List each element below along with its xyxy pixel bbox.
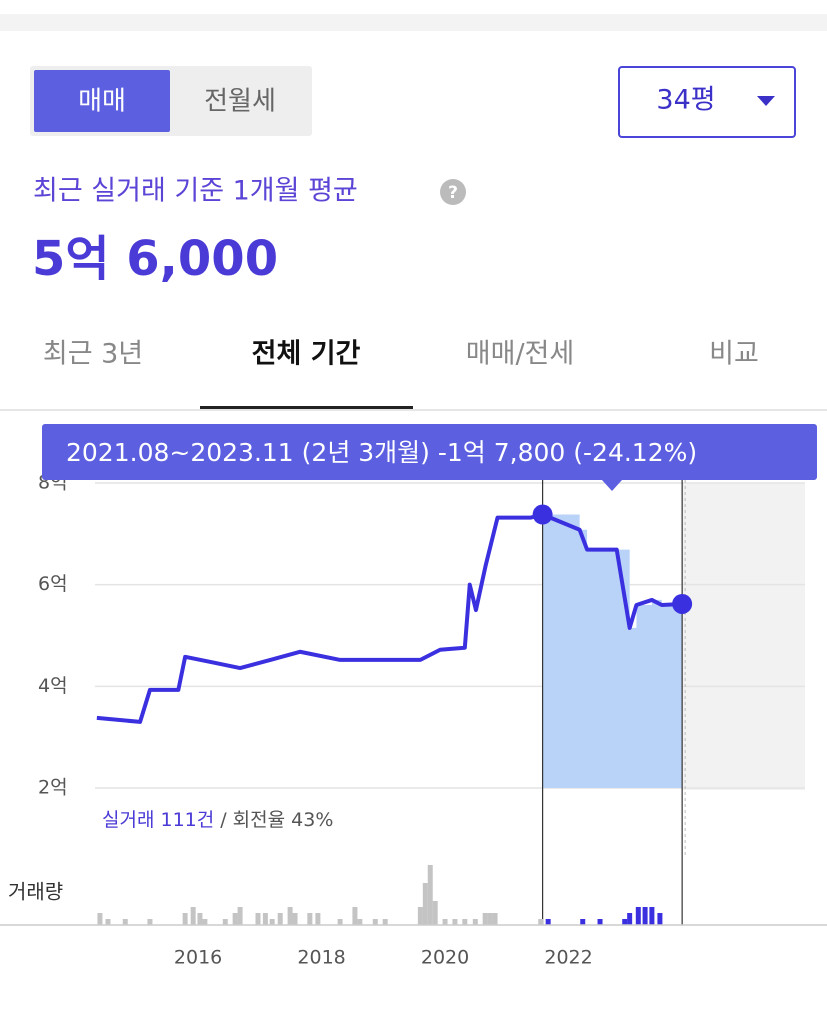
volume-bar	[287, 907, 293, 925]
volume-bar	[622, 919, 628, 925]
volume-bar	[642, 907, 648, 925]
volume-bar	[492, 913, 498, 925]
x-tick-label: 2016	[174, 947, 222, 969]
volume-bar	[417, 907, 423, 925]
selection-dot	[532, 504, 553, 525]
y-tick-label: 6억	[38, 573, 68, 595]
volume-bar	[337, 919, 343, 925]
volume-bar	[97, 913, 103, 925]
volume-bar	[232, 913, 238, 925]
volume-bar	[545, 919, 551, 925]
help-icon-glyph: ?	[448, 183, 458, 203]
volume-bar	[352, 907, 358, 925]
volume-bar	[237, 907, 243, 925]
volume-bar	[292, 913, 298, 925]
volume-bar	[580, 919, 586, 925]
volume-bar	[487, 913, 493, 925]
selection-dot	[672, 593, 693, 614]
tooltip	[42, 424, 817, 480]
size-select[interactable]	[618, 66, 796, 138]
volume-bar	[635, 907, 641, 925]
help-icon[interactable]	[440, 179, 466, 205]
volume-bar	[462, 919, 468, 925]
volume-bar	[472, 919, 478, 925]
summary-price: 5억 6,000	[32, 231, 278, 287]
volume-bar	[597, 919, 603, 925]
volume-bar	[277, 913, 283, 925]
volume-bar	[442, 919, 448, 925]
period-tab[interactable]: 전체 기간	[252, 339, 361, 370]
top-strip	[0, 14, 827, 31]
future-area	[682, 483, 805, 790]
tooltip-arrow	[602, 480, 622, 491]
volume-bar	[482, 913, 488, 925]
x-tick-label: 2022	[544, 947, 592, 969]
period-tab[interactable]: 매매/전세	[466, 339, 574, 370]
volume-bar	[222, 919, 228, 925]
summary-label: 최근 실거래 기준 1개월 평균	[33, 176, 358, 207]
volume-bar	[255, 913, 261, 925]
volume-bar	[422, 883, 428, 925]
volume-bar	[627, 913, 633, 925]
period-tab[interactable]: 비교	[709, 339, 759, 370]
x-tick-label: 2020	[421, 947, 469, 969]
size-select-label[interactable]: 34평	[656, 85, 715, 116]
toggle-option[interactable]: 전월세	[204, 87, 276, 117]
volume-bar	[190, 907, 196, 925]
volume-bar	[307, 913, 313, 925]
volume-bar	[372, 919, 378, 925]
x-tick-label: 2018	[297, 947, 345, 969]
dropdown-arrow	[757, 96, 775, 106]
volume-bar	[427, 865, 433, 925]
volume-bar	[197, 913, 203, 925]
volume-bar	[105, 919, 111, 925]
volume-bar	[357, 919, 363, 925]
volume-bar	[202, 919, 208, 925]
volume-bar	[657, 913, 663, 925]
y-tick-label: 4억	[38, 675, 68, 697]
toggle-active[interactable]	[34, 70, 170, 132]
volume-bar	[122, 919, 128, 925]
volume-bar	[382, 919, 388, 925]
volume-bar	[452, 919, 458, 925]
tooltip-text: 2021.08~2023.11 (2년 3개월) -1억 7,800 (-24.…	[66, 438, 697, 467]
toggle-option[interactable]: 매매	[78, 87, 126, 117]
y-tick-label: 2억	[38, 777, 68, 799]
price-line	[96, 512, 683, 724]
period-tab[interactable]: 최근 3년	[43, 339, 143, 370]
volume-bar	[182, 913, 188, 925]
tab-underline	[200, 406, 413, 409]
volume-bar	[269, 919, 275, 925]
selection-area	[542, 514, 683, 788]
period-tabs: 최근 3년 전체 기간 매매/전세 비교	[43, 339, 759, 409]
volume-bar	[649, 907, 655, 925]
volume-bar	[315, 913, 321, 925]
volume-bar	[262, 913, 268, 925]
volume-bar	[147, 919, 153, 925]
volume-label: 거래량	[8, 880, 63, 904]
turnover: / 회전율 43%	[220, 809, 333, 831]
stats: 실거래 111건 / 회전율 43%	[102, 809, 333, 831]
trade-count: 실거래 111건	[102, 809, 214, 831]
volume-bar	[538, 919, 544, 925]
volume-bar	[432, 901, 438, 925]
